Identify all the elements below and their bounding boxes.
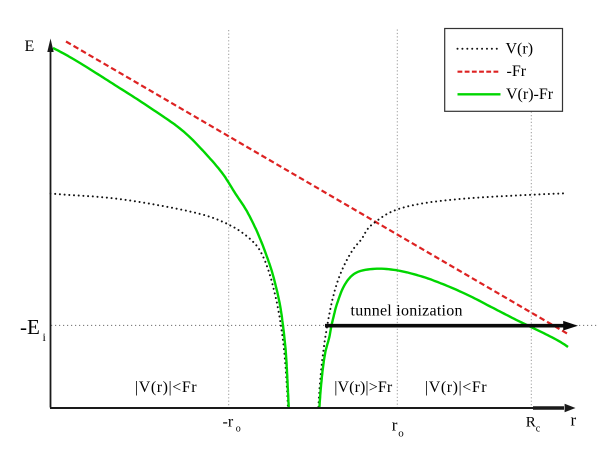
svg-text:r: r	[571, 411, 577, 430]
svg-text:|V(r)|<Fr: |V(r)|<Fr	[425, 379, 487, 396]
svg-text:-r: -r	[223, 414, 234, 431]
svg-text:o: o	[236, 424, 241, 435]
svg-text:-E: -E	[20, 315, 40, 339]
svg-text:E: E	[25, 38, 35, 55]
svg-text:R: R	[526, 415, 536, 431]
svg-text:i: i	[43, 330, 47, 344]
svg-text:r: r	[392, 416, 398, 435]
svg-text:tunnel ionization: tunnel ionization	[351, 303, 463, 320]
svg-text:o: o	[398, 428, 404, 440]
svg-text:|V(r)|>Fr: |V(r)|>Fr	[334, 379, 393, 396]
svg-text:-Fr: -Fr	[507, 63, 527, 80]
svg-text:|V(r)|<Fr: |V(r)|<Fr	[135, 379, 197, 396]
svg-text:c: c	[536, 424, 541, 435]
svg-text:V(r): V(r)	[506, 41, 534, 58]
svg-text:V(r)-Fr: V(r)-Fr	[506, 86, 554, 103]
